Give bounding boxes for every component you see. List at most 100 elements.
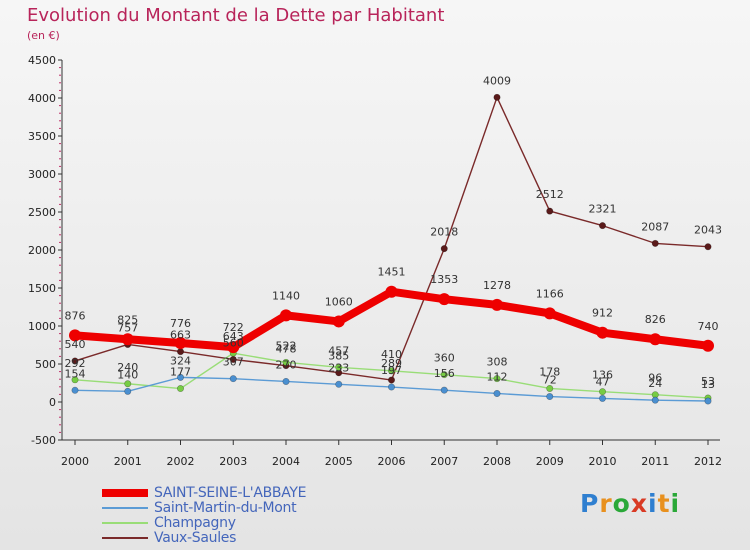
data-point <box>546 393 554 401</box>
data-label: 178 <box>539 365 560 378</box>
proxiti-logo: Proxiti <box>580 489 681 518</box>
data-label: 136 <box>592 369 613 382</box>
data-label: 72 <box>543 374 557 387</box>
data-label: 2321 <box>589 203 617 216</box>
data-label: 47 <box>596 375 610 388</box>
data-point <box>598 388 606 396</box>
data-label: 1278 <box>483 279 511 292</box>
data-label: 757 <box>117 321 138 334</box>
data-point <box>493 389 501 397</box>
data-point <box>177 385 185 393</box>
data-label: 522 <box>276 339 297 352</box>
data-label: 140 <box>117 368 138 381</box>
data-label: 1166 <box>536 287 564 300</box>
data-point <box>71 376 79 384</box>
data-label: 53 <box>701 375 715 388</box>
data-point <box>543 307 556 320</box>
data-label: 96 <box>648 372 662 385</box>
chart-title: Evolution du Montant de la Dette par Hab… <box>27 5 445 26</box>
x-tick-label: 2011 <box>641 455 669 468</box>
data-label: 156 <box>434 367 455 380</box>
data-point <box>332 315 345 328</box>
data-label: 478 <box>276 343 297 356</box>
x-tick-label: 2012 <box>694 455 722 468</box>
y-tick-label: 0 <box>49 396 56 409</box>
data-label: 1353 <box>430 273 458 286</box>
data-label: 385 <box>328 350 349 363</box>
axes: -500 0 500 1000 1500 2000 2500 3000 3500 4000 4500… <box>28 54 722 468</box>
y-tick-label: 3500 <box>28 130 56 143</box>
legend-swatch <box>102 522 148 524</box>
x-tick-label: 2007 <box>430 455 458 468</box>
data-label: 540 <box>65 338 86 351</box>
data-label: 643 <box>223 330 244 343</box>
data-point <box>387 367 395 375</box>
data-point <box>649 333 662 346</box>
data-label: 1060 <box>325 295 353 308</box>
data-label: 1140 <box>272 289 300 302</box>
data-point <box>491 298 503 311</box>
x-tick-label: 2008 <box>483 455 511 468</box>
data-label: 307 <box>223 356 244 369</box>
data-point <box>335 363 343 371</box>
data-label: 2087 <box>641 220 669 233</box>
data-label: 876 <box>65 309 86 322</box>
data-label: 1451 <box>378 266 406 279</box>
data-point <box>438 293 451 306</box>
data-point <box>651 396 659 404</box>
data-point <box>124 387 132 395</box>
data-label: 2018 <box>430 226 458 239</box>
data-label: 197 <box>381 364 402 377</box>
data-point <box>385 285 398 298</box>
data-label: 410 <box>381 348 402 361</box>
data-point <box>124 380 132 388</box>
data-label: 560 <box>223 336 244 349</box>
data-point <box>280 309 292 322</box>
data-label: 2043 <box>694 224 722 237</box>
data-point <box>71 386 79 394</box>
x-tick-label: 2009 <box>536 455 564 468</box>
y-tick-label: 4500 <box>28 54 56 67</box>
legend-label: Saint-Martin-du-Mont <box>154 500 297 516</box>
data-point <box>493 375 501 383</box>
data-point <box>546 384 554 392</box>
data-point <box>335 380 343 388</box>
data-label: 233 <box>328 361 349 374</box>
y-tick-label: 3000 <box>28 168 56 181</box>
data-label: 24 <box>648 377 662 390</box>
x-tick-label: 2003 <box>219 455 247 468</box>
data-label: 4009 <box>483 74 511 87</box>
series-lines <box>69 93 714 405</box>
legend-label: SAINT-SEINE-L'ABBAYE <box>154 485 307 501</box>
data-label: 2512 <box>536 188 564 201</box>
data-point <box>440 245 448 253</box>
data-point <box>546 207 554 215</box>
x-tick-label: 2004 <box>272 455 300 468</box>
data-label: 324 <box>170 354 191 367</box>
data-point <box>71 357 79 365</box>
chart-subtitle: (en €) <box>27 29 60 42</box>
data-label: 292 <box>65 357 86 370</box>
data-label: 912 <box>592 307 613 320</box>
data-point <box>282 358 290 366</box>
data-point <box>177 373 185 381</box>
x-tick-label: 2005 <box>325 455 353 468</box>
data-label: 457 <box>328 344 349 357</box>
legend-label: Vaux-Saules <box>154 530 237 546</box>
data-point <box>493 93 501 101</box>
y-tick-label: -500 <box>31 434 56 447</box>
legend-swatch <box>102 507 148 509</box>
data-label: 240 <box>117 361 138 374</box>
data-label: 776 <box>170 317 191 330</box>
data-label: 360 <box>434 352 455 365</box>
data-point <box>227 341 240 354</box>
data-point <box>282 377 290 385</box>
data-point <box>121 333 134 346</box>
x-tick-label: 2006 <box>378 455 406 468</box>
data-point <box>651 239 659 247</box>
legend-swatch <box>102 489 148 497</box>
data-point <box>229 375 237 383</box>
y-tick-label: 500 <box>35 358 56 371</box>
